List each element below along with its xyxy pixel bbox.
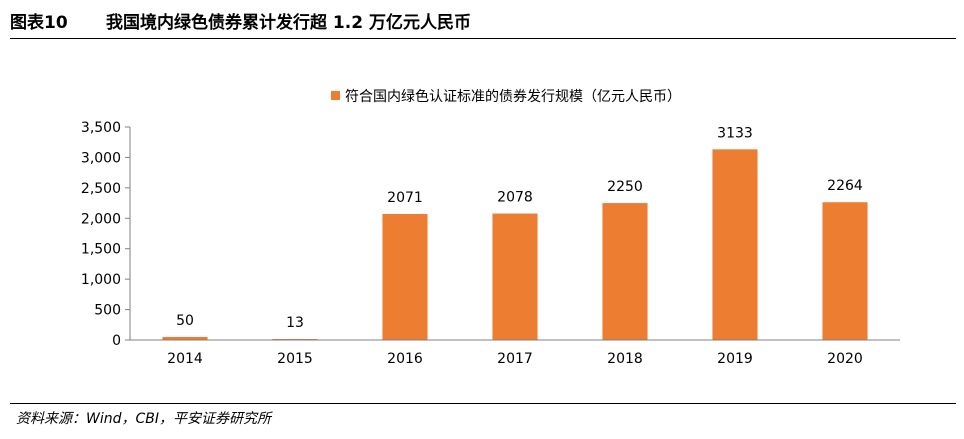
data-label-2016: 2071 <box>387 190 423 206</box>
y-tick-label: 1,500 <box>81 242 121 258</box>
figure-title: 我国境内绿色债券累计发行超 1.2 万亿元人民币 <box>106 13 471 33</box>
data-label-2019: 3133 <box>717 125 753 141</box>
y-tick-label: 0 <box>112 333 121 349</box>
y-tick-label: 3,000 <box>81 150 121 166</box>
bar-series <box>162 149 868 340</box>
bar-chart: 符合国内绿色认证标准的债券发行规模（亿元人民币） 0 500 1,000 1,500 2… <box>81 88 900 367</box>
data-labels: 50 13 2071 2078 2250 3133 2264 <box>176 125 863 331</box>
x-tick-label-2014: 2014 <box>167 351 203 367</box>
data-label-2014: 50 <box>176 313 194 329</box>
x-tick-label-2015: 2015 <box>277 351 313 367</box>
chart-legend: 符合国内绿色认证标准的债券发行规模（亿元人民币） <box>331 88 681 105</box>
legend-label: 符合国内绿色认证标准的债券发行规模（亿元人民币） <box>345 88 681 105</box>
data-label-2015: 13 <box>286 315 304 331</box>
bar-2016 <box>382 213 428 340</box>
x-tick-label-2016: 2016 <box>387 351 423 367</box>
bar-2019 <box>712 149 758 340</box>
bar-2018 <box>602 203 648 340</box>
bar-2020 <box>822 202 868 340</box>
figure-label: 图表10 <box>10 13 68 33</box>
data-label-2017: 2078 <box>497 190 533 206</box>
y-tick-label: 2,500 <box>81 181 121 197</box>
y-tick-label: 2,000 <box>81 211 121 227</box>
x-tick-label-2020: 2020 <box>827 351 863 367</box>
legend-swatch <box>331 91 340 100</box>
y-tick-label: 500 <box>94 303 121 319</box>
x-tick-label-2019: 2019 <box>717 351 753 367</box>
data-label-2018: 2250 <box>607 179 643 195</box>
data-label-2020: 2264 <box>827 178 863 194</box>
figure-header: 图表10 我国境内绿色债券累计发行超 1.2 万亿元人民币 <box>10 0 956 39</box>
y-tick-label: 1,000 <box>81 272 121 288</box>
x-tick-label-2018: 2018 <box>607 351 643 367</box>
figure-footer: 资料来源：Wind，CBI，平安证券研究所 <box>10 403 956 427</box>
bar-2014 <box>162 336 208 340</box>
source-note: 资料来源：Wind，CBI，平安证券研究所 <box>16 411 272 427</box>
y-axis: 0 500 1,000 1,500 2,000 2,500 3,000 3,500 <box>81 120 131 349</box>
x-axis: 2014 2015 2016 2017 2018 2019 2020 <box>130 339 900 367</box>
x-tick-label-2017: 2017 <box>497 351 533 367</box>
bar-2017 <box>492 213 538 340</box>
y-tick-label: 3,500 <box>81 120 121 136</box>
